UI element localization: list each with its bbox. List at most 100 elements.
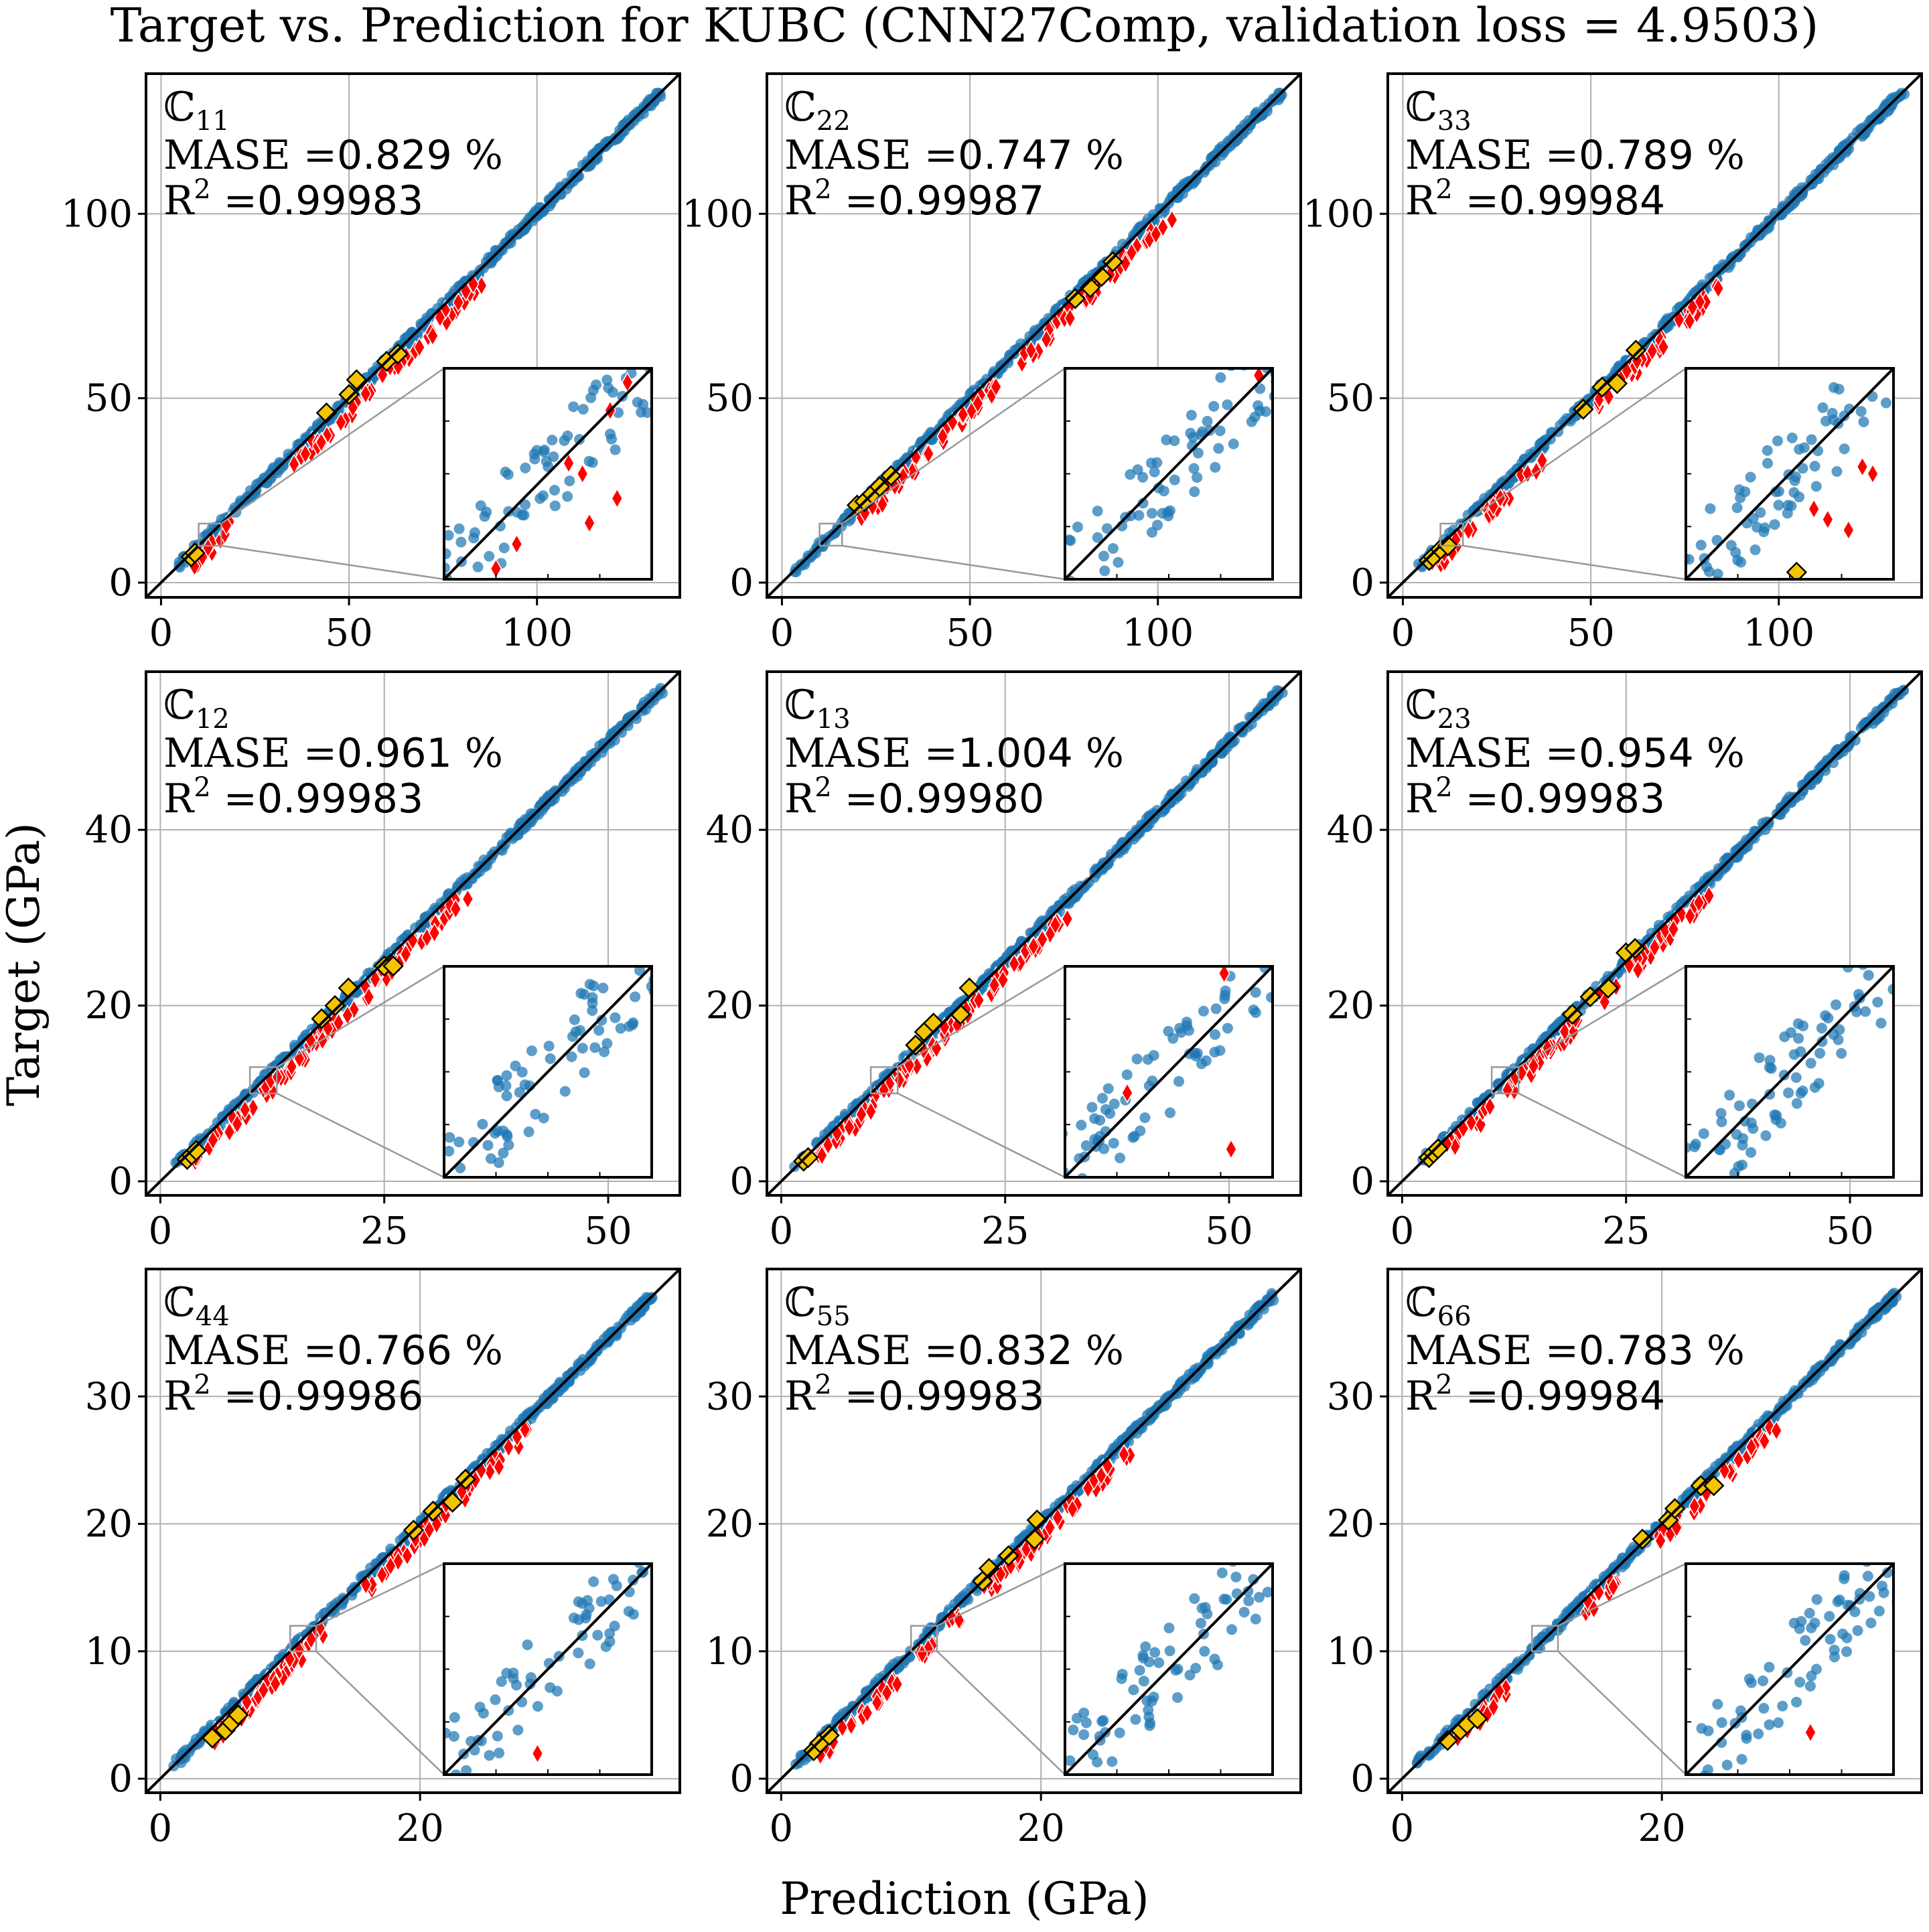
inset-scatter-point: [1098, 550, 1109, 561]
x-tick-label: 100: [1122, 611, 1194, 655]
inset-scatter-point: [1163, 1026, 1174, 1037]
inset-scatter-point: [1098, 1715, 1109, 1726]
y-tick-label: 10: [85, 1630, 133, 1674]
y-tick-label: 0: [1350, 561, 1374, 605]
inset-scatter-point: [1791, 1072, 1802, 1083]
inset-scatter-point: [544, 1041, 555, 1051]
inset-scatter-point: [502, 1090, 512, 1101]
inset-scatter-point: [545, 1053, 556, 1064]
inset-scatter-point: [1143, 1704, 1153, 1715]
inset-scatter-point: [478, 1708, 489, 1718]
x-tick-label: 20: [1017, 1807, 1065, 1850]
inset-scatter-point: [454, 524, 465, 534]
y-tick-label: 20: [85, 1503, 133, 1546]
y-tick-label: 30: [706, 1375, 754, 1418]
inset-scatter-point: [1108, 543, 1119, 554]
inset-scatter-point: [1734, 1100, 1745, 1111]
inset-scatter-point: [538, 490, 549, 501]
inset-scatter-point: [1220, 990, 1230, 1000]
inset-scatter-point: [494, 1748, 504, 1759]
inset-scatter-point: [524, 1126, 534, 1137]
x-tick-label: 0: [770, 1209, 794, 1253]
y-tick-label: 50: [1327, 377, 1374, 421]
inset-scatter-point: [476, 500, 486, 511]
inset-scatter-point: [1772, 435, 1783, 446]
inset-scatter-point: [1078, 1708, 1089, 1718]
mase-text: MASE =0.789 %: [1405, 132, 1745, 179]
inset-scatter-point: [579, 1067, 590, 1078]
inset-scatter-point: [568, 401, 579, 412]
x-tick-label: 100: [501, 611, 573, 655]
inset-scatter-point: [1165, 1108, 1175, 1118]
inset-scatter-point: [1169, 475, 1180, 486]
inset-scatter-point: [1161, 435, 1171, 445]
inset-scatter-point: [1140, 1641, 1151, 1652]
inset-scatter-point: [1752, 522, 1762, 532]
inset-scatter-point: [1144, 1720, 1155, 1731]
inset-scatter-point: [1208, 401, 1219, 412]
inset-scatter-point: [549, 485, 560, 496]
inset-scatter-point: [508, 1673, 519, 1684]
inset-scatter-point: [530, 1109, 541, 1120]
inset-scatter-point: [1696, 540, 1707, 550]
x-tick-label: 50: [946, 611, 993, 655]
inset-scatter-point: [1186, 410, 1197, 421]
inset-scatter-point: [1072, 522, 1083, 532]
inset-scatter-point: [1251, 1614, 1261, 1625]
inset-scatter-point: [1106, 1757, 1117, 1767]
inset-scatter-point: [1836, 1048, 1847, 1059]
x-tick-label: 20: [397, 1807, 444, 1850]
y-tick-label: 100: [682, 192, 754, 236]
inset-scatter-point: [1875, 1018, 1886, 1029]
y-tick-label: 40: [1327, 808, 1374, 852]
inset-scatter-point: [1128, 1684, 1139, 1695]
inset-scatter-point: [1770, 519, 1780, 530]
inset-scatter-point: [1199, 1646, 1210, 1657]
inset-scatter-point: [1175, 1027, 1186, 1038]
inset-scatter-point: [578, 404, 589, 415]
inset-scatter-point: [601, 1641, 612, 1652]
inset-scatter-point: [1796, 1088, 1806, 1098]
inset-scatter-point: [1230, 1572, 1241, 1582]
inset-scatter-point: [517, 510, 528, 520]
inset-scatter-point: [1081, 1717, 1092, 1728]
inset-scatter-point: [499, 542, 510, 553]
inset-scatter-point: [1192, 1048, 1203, 1059]
inset-scatter-point: [1217, 1568, 1228, 1578]
inset-scatter-point: [1799, 442, 1810, 453]
inset-scatter-point: [1094, 1115, 1105, 1126]
inset-scatter-point: [1243, 1595, 1254, 1606]
inset-scatter-point: [559, 435, 569, 446]
inset-scatter-point: [1222, 1023, 1233, 1033]
y-tick-label: 10: [706, 1630, 754, 1674]
inset-scatter-point: [1782, 500, 1793, 510]
inset-scatter-point: [593, 1025, 604, 1036]
inset-scatter-point: [1109, 1099, 1120, 1110]
inset-scatter-point: [584, 456, 595, 467]
inset-scatter-point: [1202, 416, 1213, 427]
inset-scatter-point: [1117, 1669, 1128, 1680]
inset-scatter-point: [562, 491, 573, 502]
y-tick-label: 50: [85, 377, 133, 421]
inset-scatter-point: [1135, 1665, 1145, 1676]
inset-scatter-point: [526, 1045, 537, 1056]
x-tick-label: 0: [149, 1209, 173, 1253]
inset-scatter-point: [1811, 481, 1822, 492]
inset-scatter-point: [1745, 471, 1756, 482]
inset-scatter-point: [1192, 472, 1202, 483]
inset-scatter-point: [1092, 506, 1103, 516]
inset-scatter-point: [1814, 1078, 1825, 1089]
y-tick-label: 0: [729, 1757, 754, 1801]
inset-scatter-point: [1163, 1623, 1174, 1633]
inset-scatter-point: [522, 1639, 532, 1650]
inset-scatter-point: [539, 445, 550, 455]
inset-scatter-point: [588, 1576, 599, 1587]
inset-scatter-point: [1765, 1055, 1776, 1065]
inset-scatter-point: [1783, 1088, 1794, 1098]
inset-scatter-point: [1189, 1593, 1200, 1604]
inset-scatter-point: [1860, 1007, 1871, 1017]
inset-scatter-point: [1699, 1128, 1709, 1139]
inset-scatter-point: [1833, 1035, 1844, 1045]
inset-scatter-point: [1099, 565, 1110, 576]
